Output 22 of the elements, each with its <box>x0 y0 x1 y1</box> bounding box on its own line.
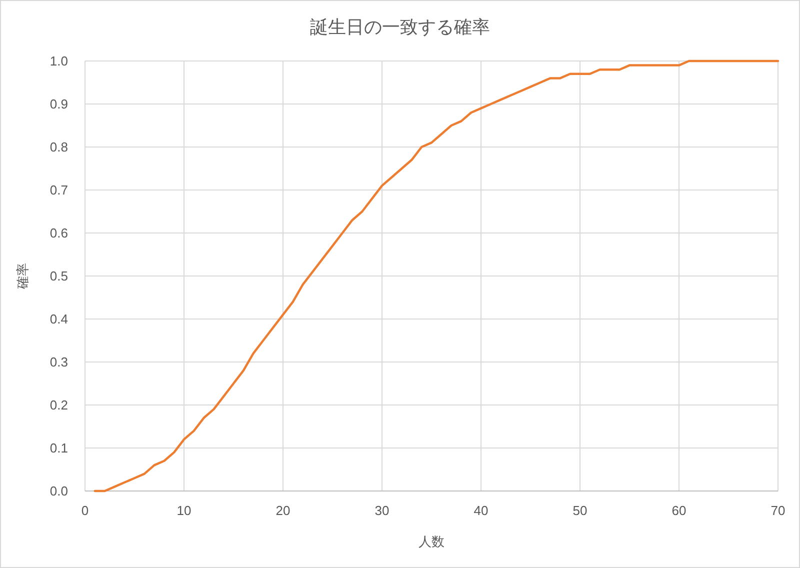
x-tick-label: 10 <box>176 503 192 518</box>
y-tick-label: 0.7 <box>50 182 68 198</box>
y-axis-title: 確率 <box>15 263 30 290</box>
y-tick-label: 0.8 <box>50 140 68 154</box>
y-tick-label: 0.5 <box>50 268 68 284</box>
x-axis-title: 人数 <box>418 534 444 549</box>
x-tick-label: 50 <box>572 503 588 518</box>
x-tick-label: 40 <box>474 503 488 518</box>
x-tick-label: 20 <box>276 503 290 518</box>
y-tick-label: 0.1 <box>50 440 68 456</box>
chart-title: 誕生日の一致する確率 <box>310 17 490 37</box>
x-tick-label: 60 <box>672 503 686 518</box>
y-tick-label: 0.6 <box>50 226 68 240</box>
y-tick-label: 0.4 <box>50 312 68 326</box>
x-tick-label: 0 <box>81 503 89 518</box>
y-tick-label: 0.0 <box>50 484 68 498</box>
y-tick-label: 0.3 <box>50 354 68 370</box>
x-tick-label: 30 <box>374 503 390 518</box>
y-tick-label: 1.0 <box>50 54 68 68</box>
x-tick-label: 70 <box>770 503 786 518</box>
y-tick-label: 0.2 <box>50 398 68 412</box>
y-tick-label: 0.9 <box>50 96 68 112</box>
